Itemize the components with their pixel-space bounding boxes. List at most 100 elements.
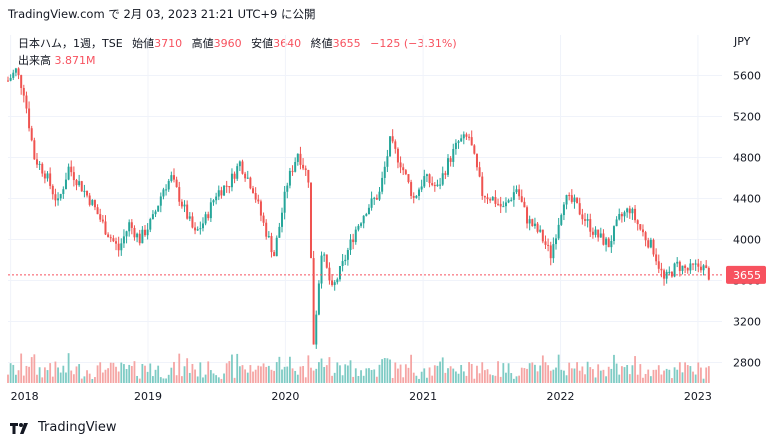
volume-bar bbox=[457, 373, 460, 383]
candle-body bbox=[497, 203, 500, 205]
volume-bar bbox=[520, 367, 523, 383]
volume-bar bbox=[223, 373, 225, 383]
volume-bar bbox=[539, 365, 542, 383]
candle-body bbox=[236, 166, 239, 179]
volume-bar bbox=[499, 376, 502, 383]
volume-bar bbox=[317, 362, 320, 383]
candle-body bbox=[225, 185, 228, 187]
candle-body bbox=[7, 80, 9, 82]
candle-body bbox=[410, 182, 413, 197]
volume-bar bbox=[578, 370, 581, 383]
volume-bar bbox=[294, 370, 297, 383]
candle-body bbox=[386, 156, 389, 167]
volume-bar bbox=[470, 364, 473, 383]
candle-body bbox=[338, 265, 341, 280]
symbol-label[interactable]: 日本ハム，1週，TSE bbox=[18, 37, 123, 50]
candle-body bbox=[626, 208, 629, 213]
candle-body bbox=[528, 219, 531, 224]
volume-bar bbox=[136, 375, 138, 383]
candle-body bbox=[657, 261, 660, 269]
candle-body bbox=[312, 258, 315, 345]
candle-body bbox=[41, 163, 44, 174]
candle-body bbox=[478, 167, 481, 177]
volume-bar bbox=[220, 378, 223, 383]
candle-body bbox=[436, 184, 439, 187]
candle-body bbox=[394, 141, 397, 149]
candle-body bbox=[460, 138, 463, 142]
time-tick-label: 2023 bbox=[684, 390, 712, 403]
volume-bar bbox=[125, 369, 128, 383]
open-label: 始値 bbox=[132, 37, 155, 50]
volume-bar bbox=[428, 367, 431, 383]
volume-bar bbox=[649, 376, 652, 383]
candle-body bbox=[302, 164, 305, 169]
candle-body bbox=[62, 189, 65, 194]
candle-body bbox=[101, 219, 104, 222]
volume-bar bbox=[436, 365, 439, 383]
volume-bar bbox=[194, 369, 196, 383]
candle-body bbox=[597, 229, 600, 238]
volume-bar bbox=[354, 368, 357, 383]
tradingview-logo-icon[interactable] bbox=[10, 421, 32, 435]
volume-bar bbox=[541, 355, 544, 383]
volume-bar bbox=[207, 361, 210, 383]
candle-body bbox=[46, 173, 49, 179]
volume-bar bbox=[244, 369, 247, 383]
candle-body bbox=[99, 214, 102, 220]
volume-bar bbox=[149, 363, 152, 383]
candle-body bbox=[396, 148, 399, 163]
volume-bar bbox=[22, 375, 25, 383]
volume-bar bbox=[28, 366, 30, 383]
volume-bar bbox=[476, 365, 478, 383]
candle-body bbox=[262, 215, 265, 223]
open-value: 3710 bbox=[154, 37, 183, 50]
volume-bar bbox=[217, 377, 220, 383]
candle-body bbox=[201, 223, 204, 229]
volume-bar bbox=[265, 366, 268, 383]
candle-body bbox=[331, 280, 334, 285]
tradingview-brand[interactable]: TradingView bbox=[38, 420, 117, 435]
candle-body bbox=[117, 243, 120, 251]
candle-body bbox=[151, 214, 154, 220]
candle-body bbox=[552, 244, 555, 259]
volume-bar bbox=[668, 369, 671, 383]
volume-bar bbox=[25, 365, 28, 383]
candle-body bbox=[57, 198, 60, 201]
time-tick-label: 2021 bbox=[409, 390, 437, 403]
candle-body bbox=[178, 187, 181, 202]
volume-bar bbox=[212, 373, 215, 383]
volume-bars bbox=[7, 353, 710, 383]
volume-bar bbox=[599, 370, 602, 383]
volume-bar bbox=[331, 375, 333, 383]
volume-bar bbox=[707, 366, 710, 383]
candle-body bbox=[678, 261, 681, 271]
volume-bar bbox=[412, 372, 415, 383]
volume-bar bbox=[267, 365, 270, 383]
volume-bar bbox=[549, 370, 552, 383]
price-tick-label: 5600 bbox=[733, 70, 761, 83]
candle-body bbox=[570, 195, 573, 202]
candle-body bbox=[104, 221, 107, 235]
candle-body bbox=[615, 219, 618, 227]
ohlc-legend: 日本ハム，1週，TSE 始値3710 高値3960 安値3640 終値3655 … bbox=[18, 35, 457, 51]
volume-bar bbox=[117, 371, 120, 383]
volume-bar bbox=[686, 365, 689, 383]
candle-body bbox=[12, 72, 15, 78]
volume-bar bbox=[431, 375, 434, 383]
volume-bar bbox=[202, 377, 204, 383]
candle-body bbox=[159, 196, 162, 206]
candle-body bbox=[294, 161, 297, 172]
volume-bar bbox=[94, 377, 96, 383]
candle-body bbox=[304, 168, 307, 170]
candle-body bbox=[612, 226, 615, 242]
candle-body bbox=[128, 222, 131, 232]
candle-body bbox=[344, 259, 347, 262]
volume-bar bbox=[304, 377, 307, 383]
volume-bar bbox=[333, 372, 336, 383]
volume-bar bbox=[507, 363, 510, 383]
volume-bar bbox=[505, 372, 507, 383]
candle-body bbox=[515, 189, 518, 193]
volume-bar bbox=[86, 370, 88, 383]
candle-body bbox=[283, 191, 286, 213]
